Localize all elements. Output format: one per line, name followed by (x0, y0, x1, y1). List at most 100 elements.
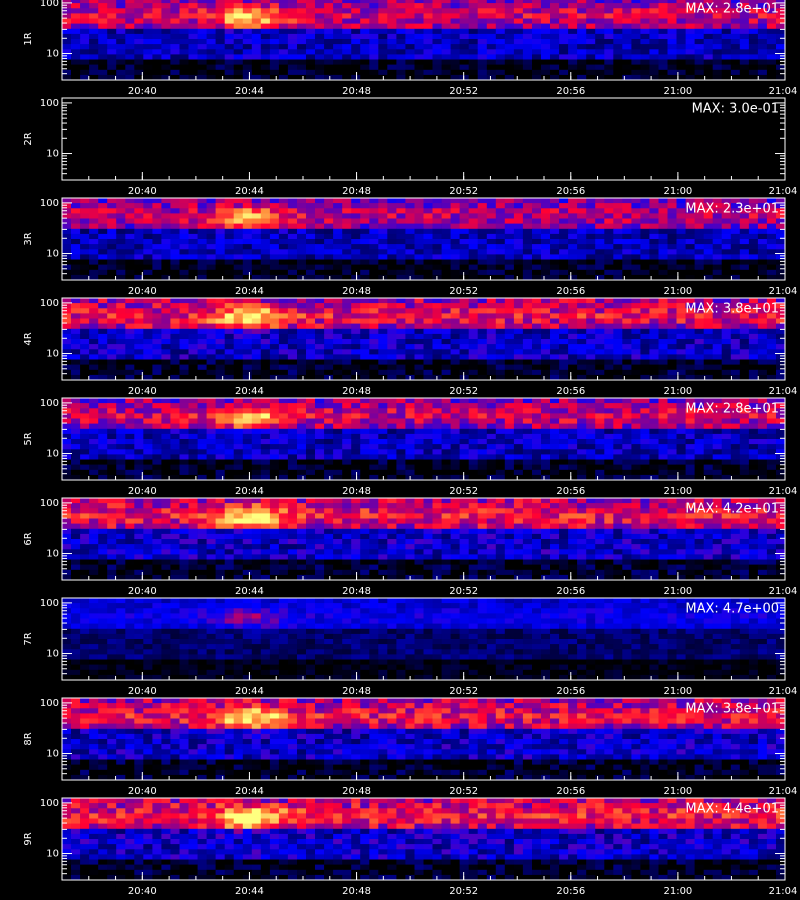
spectrogram-cell (197, 208, 207, 214)
spectrogram-cell (107, 208, 117, 214)
spectrogram-cell (315, 344, 325, 350)
spectrogram-cell (116, 59, 126, 65)
spectrogram-cell (206, 74, 216, 81)
spectrogram-cell (260, 228, 271, 235)
spectrogram-cell (62, 54, 72, 60)
spectrogram-cell (360, 354, 370, 360)
spectrogram-cell (766, 49, 777, 55)
spectrogram-cell (242, 349, 253, 355)
spectrogram-cell (125, 118, 135, 124)
spectrogram-cell (541, 108, 551, 114)
spectrogram-cell (107, 308, 117, 314)
spectrogram-cell (342, 59, 352, 65)
spectrogram-cell (776, 0, 786, 4)
spectrogram-cell (739, 344, 750, 350)
spectrogram-cell (694, 39, 704, 45)
spectrogram-cell (477, 259, 488, 265)
spectrogram-cell (748, 54, 759, 60)
spectrogram-cell (712, 154, 723, 160)
spectrogram-cell (324, 118, 334, 124)
spectrogram-cell (730, 303, 741, 309)
spectrogram-cell (459, 213, 469, 219)
spectrogram-cell (721, 169, 732, 176)
spectrogram-cell (631, 228, 641, 235)
spectrogram-cell (152, 203, 162, 209)
spectrogram-cell (125, 139, 135, 145)
spectrogram-cell (414, 54, 424, 60)
spectrogram-cell (766, 133, 777, 140)
spectrogram-cell (595, 339, 605, 345)
spectrogram-cell (721, 164, 732, 171)
spectrogram-cell (468, 64, 479, 71)
spectrogram-cell (260, 8, 271, 14)
spectrogram-cell (712, 223, 723, 230)
spectrogram-cell (532, 313, 542, 319)
spectrogram-cell (333, 139, 343, 145)
spectrogram-cell (748, 259, 759, 265)
spectrogram-cell (197, 244, 207, 250)
spectrogram-cell (134, 69, 144, 76)
spectrogram-cell (595, 269, 605, 276)
spectrogram-cell (351, 108, 361, 114)
spectrogram-cell (251, 39, 262, 45)
spectrogram-cell (260, 203, 271, 209)
spectrogram-cell (559, 0, 569, 4)
spectrogram-cell (179, 108, 189, 114)
spectrogram-cell (306, 174, 316, 181)
spectrogram-cell (71, 208, 81, 214)
spectrogram-cell (387, 18, 397, 24)
spectrogram-cell (559, 98, 569, 104)
spectrogram-cell (405, 303, 415, 309)
spectrogram-cell (170, 159, 180, 165)
spectrogram-cell (450, 244, 460, 250)
spectrogram-cell (748, 318, 759, 324)
spectrogram-cell (640, 223, 650, 230)
spectrogram-cell (450, 198, 460, 204)
spectrogram-cell (550, 128, 560, 135)
spectrogram-cell (378, 239, 388, 245)
spectrogram-cell (649, 13, 659, 19)
spectrogram-cell (242, 133, 253, 140)
spectrogram-cell (116, 333, 126, 340)
spectrogram-cell (269, 308, 280, 314)
spectrogram-cell (586, 223, 596, 230)
spectrogram-cell (658, 323, 668, 330)
spectrogram-cell (233, 333, 244, 340)
spectrogram-cell (667, 144, 677, 150)
spectrogram-cell (694, 74, 704, 81)
spectrogram-cell (405, 308, 415, 314)
spectrogram-cell (486, 328, 497, 335)
spectrogram-cell (161, 318, 171, 324)
spectrogram-cell (685, 113, 695, 119)
spectrogram-cell (107, 264, 117, 271)
spectrogram-cell (649, 308, 659, 314)
spectrogram-cell (333, 349, 343, 355)
spectrogram-cell (206, 123, 216, 130)
spectrogram-cell (459, 218, 469, 224)
spectrogram-cell (134, 169, 144, 176)
spectrogram-cell (125, 318, 135, 324)
spectrogram-cell (541, 344, 551, 350)
spectrogram-cell (161, 69, 171, 76)
spectrogram-cell (387, 139, 397, 145)
spectrogram-cell (206, 174, 216, 181)
spectrogram-cell (504, 8, 515, 14)
spectrogram-cell (405, 64, 415, 71)
spectrogram-cell (80, 198, 90, 204)
spectrogram-cell (414, 149, 424, 155)
spectrogram-cell (161, 23, 171, 30)
spectrogram-cell (107, 69, 117, 76)
spectrogram-cell (360, 64, 370, 71)
spectrogram-cell (676, 28, 686, 35)
spectrogram-cell (333, 274, 343, 281)
spectrogram-cell (676, 174, 686, 181)
spectrogram-cell (369, 123, 379, 130)
spectrogram-cell (143, 318, 153, 324)
spectrogram-cell (116, 118, 126, 124)
spectrogram-cell (776, 164, 786, 171)
spectrogram-cell (739, 223, 750, 230)
spectrogram-cell (98, 269, 108, 276)
spectrogram-cell (595, 144, 605, 150)
spectrogram-cell (776, 44, 786, 50)
spectrogram-cell (333, 39, 343, 45)
